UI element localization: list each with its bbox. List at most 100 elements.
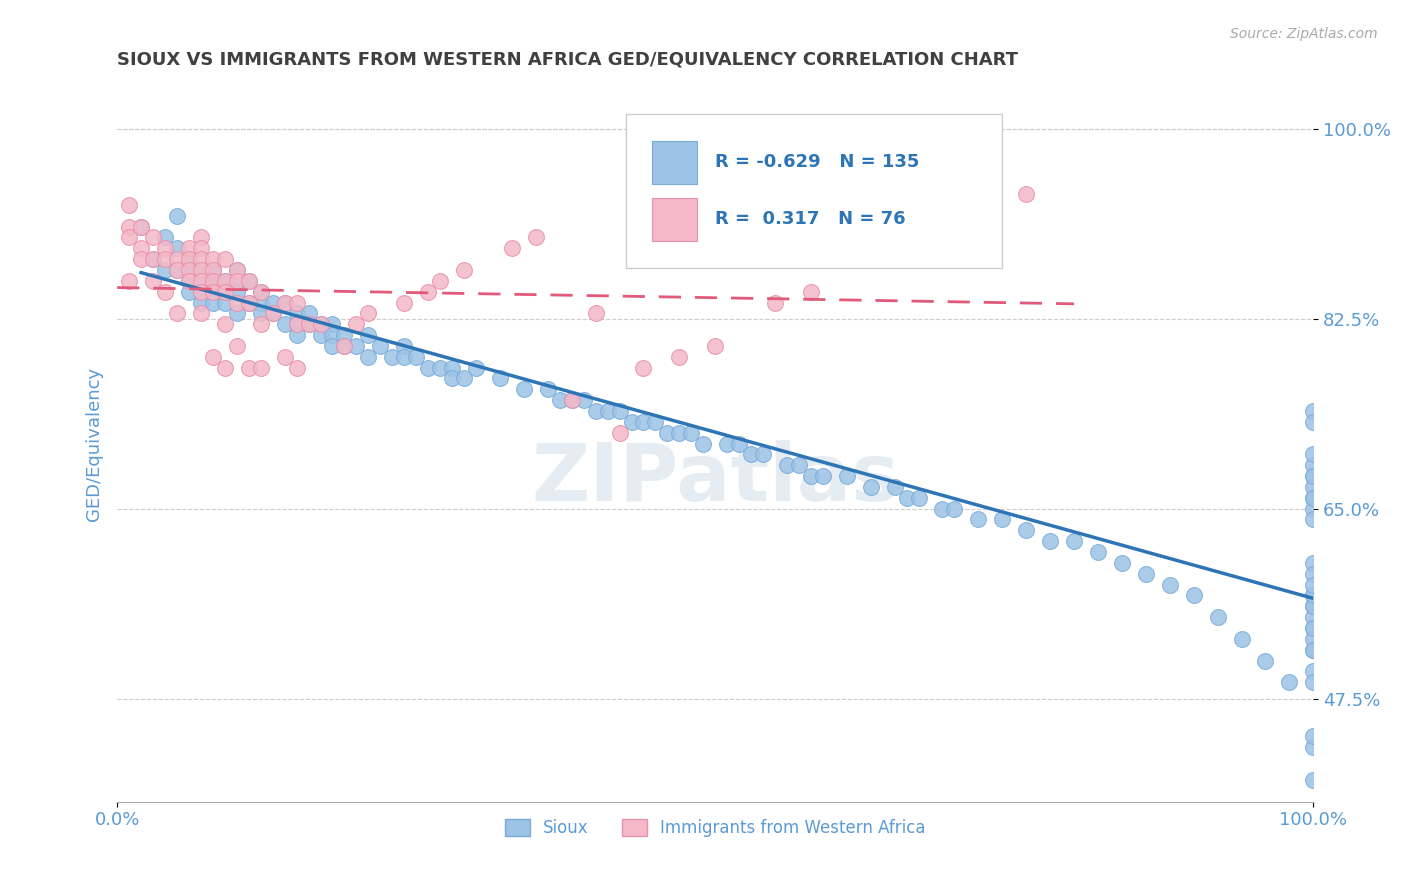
Point <box>249 317 271 331</box>
Point <box>1302 566 1324 581</box>
Point <box>273 295 295 310</box>
Point <box>418 360 440 375</box>
Point <box>297 306 319 320</box>
Point <box>249 360 271 375</box>
Point <box>1302 480 1324 494</box>
Point <box>190 306 212 320</box>
Point <box>716 436 738 450</box>
Point <box>441 360 464 375</box>
Point <box>166 252 188 266</box>
Point <box>129 241 152 255</box>
Point <box>153 230 176 244</box>
Point <box>285 295 308 310</box>
Point <box>238 295 260 310</box>
Point <box>225 263 247 277</box>
Point <box>644 415 666 429</box>
Point <box>190 241 212 255</box>
Point <box>142 252 165 266</box>
Point <box>166 241 188 255</box>
Point <box>1278 675 1301 690</box>
Point <box>190 274 212 288</box>
Point <box>321 317 343 331</box>
Point <box>692 436 714 450</box>
Point <box>321 339 343 353</box>
Point <box>1302 599 1324 614</box>
Point <box>883 480 905 494</box>
Point <box>166 263 188 277</box>
Point <box>370 339 392 353</box>
Point <box>225 339 247 353</box>
Point <box>1302 589 1324 603</box>
Point <box>333 339 356 353</box>
Point <box>1302 512 1324 526</box>
Point <box>190 285 212 299</box>
Point <box>561 393 583 408</box>
Point <box>129 252 152 266</box>
Point <box>333 339 356 353</box>
Point <box>787 458 810 473</box>
Point <box>465 360 488 375</box>
Point <box>561 393 583 408</box>
Point <box>740 447 762 461</box>
Point <box>297 317 319 331</box>
Point <box>238 295 260 310</box>
Point <box>513 382 536 396</box>
Point <box>1302 491 1324 505</box>
Point <box>381 350 404 364</box>
Point <box>118 219 141 234</box>
Point <box>943 501 966 516</box>
Point <box>1302 469 1324 483</box>
Point <box>166 263 188 277</box>
Point <box>453 263 475 277</box>
Point <box>585 306 607 320</box>
Point <box>285 317 308 331</box>
Point <box>1302 501 1324 516</box>
Point <box>321 328 343 343</box>
Text: ZIPatlas: ZIPatlas <box>531 441 900 518</box>
Point <box>285 317 308 331</box>
Point <box>273 295 295 310</box>
Point <box>453 371 475 385</box>
Point <box>238 274 260 288</box>
Point <box>548 393 571 408</box>
Point <box>177 274 200 288</box>
Point <box>309 328 332 343</box>
Point <box>1182 589 1205 603</box>
Point <box>418 285 440 299</box>
Point <box>1302 404 1324 418</box>
Y-axis label: GED/Equivalency: GED/Equivalency <box>86 367 103 521</box>
Text: R =  0.317   N = 76: R = 0.317 N = 76 <box>716 211 905 228</box>
Point <box>225 274 247 288</box>
Point <box>609 404 631 418</box>
Point <box>166 306 188 320</box>
Point <box>262 306 284 320</box>
Point <box>201 252 224 266</box>
Point <box>142 252 165 266</box>
Text: Source: ZipAtlas.com: Source: ZipAtlas.com <box>1230 27 1378 41</box>
Point <box>1302 589 1324 603</box>
Point <box>273 317 295 331</box>
Point <box>1302 415 1324 429</box>
Point <box>177 285 200 299</box>
Point <box>177 241 200 255</box>
Point <box>1302 730 1324 744</box>
Point <box>800 469 823 483</box>
Point <box>633 360 655 375</box>
Point <box>1206 610 1229 624</box>
Point <box>872 252 894 266</box>
Point <box>285 360 308 375</box>
Point <box>1063 534 1085 549</box>
Bar <box>652 141 697 184</box>
Point <box>609 425 631 440</box>
Point <box>441 371 464 385</box>
Point <box>907 491 929 505</box>
Point <box>129 219 152 234</box>
Point <box>297 317 319 331</box>
Point <box>262 306 284 320</box>
Point <box>1302 599 1324 614</box>
Point <box>1159 577 1181 591</box>
Point <box>214 252 236 266</box>
Point <box>177 252 200 266</box>
Point <box>153 252 176 266</box>
Point <box>238 274 260 288</box>
